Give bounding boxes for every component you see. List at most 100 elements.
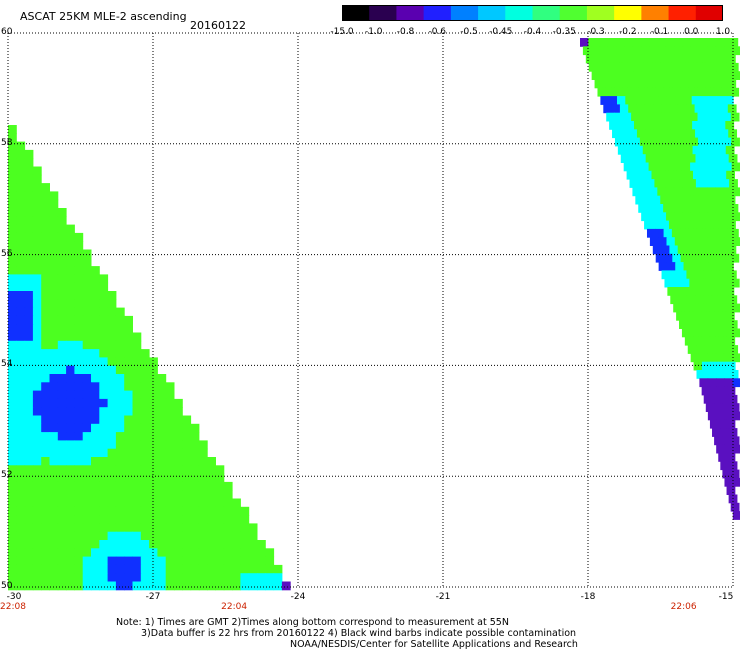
swath-cell xyxy=(716,96,726,105)
swath-cell xyxy=(674,212,684,222)
swath-cell xyxy=(182,423,192,433)
swath-cell xyxy=(694,245,704,255)
swath-cell xyxy=(726,361,736,371)
swath-cell xyxy=(232,548,241,558)
swath-cell xyxy=(662,179,672,188)
swath-cell xyxy=(107,548,117,558)
swath-cell xyxy=(24,357,34,367)
swath-cell xyxy=(709,311,719,321)
swath-cell xyxy=(642,145,652,155)
swath-cell xyxy=(57,556,67,566)
swath-cell xyxy=(16,423,26,433)
swath-cell xyxy=(157,465,167,475)
longitude-label: -24 xyxy=(290,592,306,602)
swath-cell xyxy=(721,87,731,97)
swath-cell xyxy=(132,365,142,375)
swath-cell xyxy=(82,374,92,383)
swath-cell xyxy=(190,498,200,508)
swath-cell xyxy=(16,581,26,591)
latitude-label: 60 xyxy=(1,27,13,37)
swath-cell xyxy=(724,477,734,487)
swath-cell xyxy=(688,62,698,72)
swath-cell xyxy=(637,179,647,188)
swath-cell xyxy=(182,581,192,591)
swath-cell xyxy=(625,121,635,130)
map-date: 20160122 xyxy=(190,19,246,32)
swath-cell xyxy=(149,506,158,516)
swath-cell xyxy=(656,162,666,172)
swath-cell xyxy=(664,253,673,263)
swath-cell xyxy=(124,573,133,582)
swath-cell xyxy=(8,232,17,242)
swath-cell xyxy=(207,498,216,508)
swath-cell xyxy=(635,195,645,205)
swath-cell xyxy=(215,548,225,558)
swath-cell xyxy=(672,87,681,97)
swath-cell xyxy=(677,104,687,114)
swath-cell xyxy=(24,365,34,375)
swath-cell xyxy=(655,228,665,238)
swath-cell xyxy=(722,436,732,446)
swath-cell xyxy=(32,224,42,234)
swath-cell xyxy=(207,531,216,541)
swath-cell xyxy=(198,548,208,558)
swath-cell xyxy=(16,432,26,441)
swath-cell xyxy=(16,490,26,499)
swath-cell xyxy=(66,232,75,242)
swath-cell xyxy=(8,274,17,284)
swath-cell xyxy=(41,291,50,300)
swath-cell xyxy=(66,564,75,574)
swath-cell xyxy=(66,274,75,284)
swath-cell xyxy=(32,390,42,400)
swath-cell xyxy=(91,415,100,425)
swath-cell xyxy=(107,291,117,300)
colorbar-label: -0.35 xyxy=(552,27,576,37)
swath-cell xyxy=(82,332,92,342)
swath-cell xyxy=(49,415,59,425)
swath-cell xyxy=(721,228,731,238)
swath-cell xyxy=(629,154,638,163)
swath-cell xyxy=(240,531,250,541)
swath-cell xyxy=(679,179,689,188)
swath-cell xyxy=(680,253,690,263)
latitude-label: 52 xyxy=(1,470,13,481)
swath-cell xyxy=(74,432,84,441)
swath-cell xyxy=(182,515,192,524)
swath-cell xyxy=(99,564,109,574)
swath-cell xyxy=(157,498,167,508)
swath-cell xyxy=(273,581,283,591)
swath-cell xyxy=(16,149,26,159)
swath-cell xyxy=(653,129,663,139)
swath-cell xyxy=(8,440,17,450)
swath-cell xyxy=(115,324,125,333)
swath-cell xyxy=(66,398,75,408)
swath-cell xyxy=(132,556,142,566)
swath-cell xyxy=(680,228,689,238)
swath-cell xyxy=(107,415,117,425)
swath-cell xyxy=(24,457,34,466)
swath-cell xyxy=(198,465,208,475)
swath-cell xyxy=(658,71,667,80)
swath-cell xyxy=(248,548,258,558)
swath-cell xyxy=(32,299,42,309)
swath-cell xyxy=(132,523,142,533)
swath-cell xyxy=(182,465,192,475)
swath-cell xyxy=(729,370,739,379)
swath-cell xyxy=(8,365,17,375)
swath-cell xyxy=(599,71,609,80)
colorbar-label: -0.3 xyxy=(587,27,605,37)
swath-cell xyxy=(712,428,721,437)
swath-cell xyxy=(709,386,719,396)
swath-cell xyxy=(115,531,125,541)
swath-cell xyxy=(66,307,75,317)
swath-cell xyxy=(24,158,34,167)
swath-cell xyxy=(678,154,688,163)
swath-cell xyxy=(727,220,736,230)
swath-cell xyxy=(182,556,192,566)
swath-cell xyxy=(240,581,250,591)
swath-cell xyxy=(66,249,75,259)
swath-cell xyxy=(614,137,624,147)
swath-cell xyxy=(702,245,712,255)
swath-cell xyxy=(685,220,695,230)
swath-cell xyxy=(685,79,695,89)
